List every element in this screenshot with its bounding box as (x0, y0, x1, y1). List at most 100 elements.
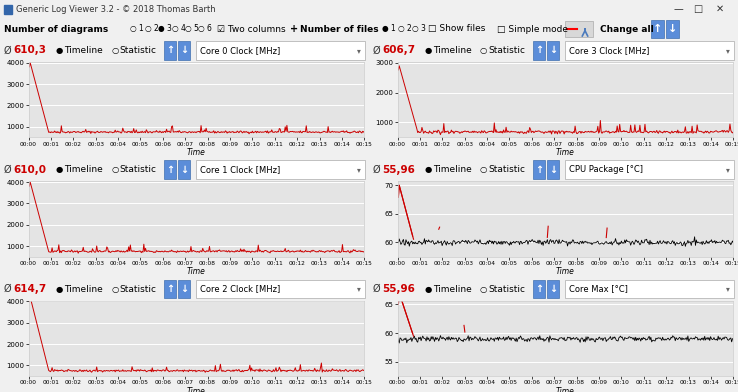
Text: ↓: ↓ (180, 165, 188, 175)
Text: ▾: ▾ (726, 285, 730, 294)
Text: ○: ○ (111, 285, 118, 294)
Text: Statistic: Statistic (119, 46, 156, 55)
Text: Number of files: Number of files (300, 25, 379, 33)
Text: ○ 2: ○ 2 (398, 25, 412, 33)
Text: ○: ○ (480, 46, 487, 55)
Bar (666, 20, 679, 38)
Text: ○: ○ (111, 165, 118, 174)
Text: ↓: ↓ (549, 284, 557, 294)
Text: ●: ● (425, 46, 432, 55)
Bar (178, 160, 190, 179)
Bar (196, 160, 365, 179)
Bar (565, 280, 734, 298)
Text: ↓: ↓ (180, 284, 188, 294)
Text: Statistic: Statistic (488, 285, 525, 294)
Text: Generic Log Viewer 3.2 - © 2018 Thomas Barth: Generic Log Viewer 3.2 - © 2018 Thomas B… (16, 4, 215, 13)
Text: ○ 2: ○ 2 (145, 25, 159, 33)
Bar (533, 160, 545, 179)
Text: Number of diagrams: Number of diagrams (4, 25, 108, 33)
Text: ↑: ↑ (166, 45, 174, 55)
Bar (565, 160, 734, 179)
Text: ○ 3: ○ 3 (412, 25, 426, 33)
Bar (164, 160, 176, 179)
Text: ↑: ↑ (535, 165, 543, 175)
Text: Statistic: Statistic (488, 165, 525, 174)
Text: ↓: ↓ (180, 45, 188, 55)
Text: ●: ● (56, 46, 63, 55)
Text: Ø: Ø (4, 165, 12, 175)
Bar (196, 280, 365, 298)
Text: +: + (290, 24, 298, 34)
Bar (533, 41, 545, 60)
Text: 606,7: 606,7 (382, 45, 415, 55)
Text: ↑: ↑ (166, 284, 174, 294)
Text: ●: ● (56, 165, 63, 174)
Text: ○ 5: ○ 5 (185, 25, 199, 33)
Text: ● 3: ● 3 (158, 25, 172, 33)
Bar (196, 41, 365, 60)
Text: ✕: ✕ (716, 4, 724, 14)
Text: ○: ○ (480, 285, 487, 294)
Text: Timeline: Timeline (433, 285, 472, 294)
Text: ○: ○ (480, 165, 487, 174)
Text: ○ 4: ○ 4 (172, 25, 186, 33)
Text: Timeline: Timeline (433, 46, 472, 55)
Text: Timeline: Timeline (433, 165, 472, 174)
Text: 55,96: 55,96 (382, 165, 415, 175)
Text: Timeline: Timeline (64, 285, 103, 294)
Text: ↑: ↑ (166, 165, 174, 175)
Text: Ø: Ø (373, 284, 381, 294)
Text: Core Max [°C]: Core Max [°C] (569, 285, 628, 294)
Text: Statistic: Statistic (119, 165, 156, 174)
Text: ↓: ↓ (549, 165, 557, 175)
Bar (547, 160, 559, 179)
Text: ↑: ↑ (535, 284, 543, 294)
Text: ▾: ▾ (357, 165, 361, 174)
Text: ▾: ▾ (357, 285, 361, 294)
Text: Timeline: Timeline (64, 46, 103, 55)
Text: □ Simple mode: □ Simple mode (497, 25, 568, 33)
Text: ▾: ▾ (726, 165, 730, 174)
Bar (164, 41, 176, 60)
X-axis label: Time: Time (556, 387, 575, 392)
Bar (565, 41, 734, 60)
Text: □: □ (694, 4, 703, 14)
Text: Ø: Ø (4, 45, 12, 55)
Text: 614,7: 614,7 (13, 284, 46, 294)
Bar (178, 280, 190, 298)
Text: ○ 1: ○ 1 (130, 25, 144, 33)
Text: Ø: Ø (373, 45, 381, 55)
Text: ▾: ▾ (726, 46, 730, 55)
Text: ○ 6: ○ 6 (198, 25, 212, 33)
Text: ↑: ↑ (535, 45, 543, 55)
Text: ↓: ↓ (549, 45, 557, 55)
X-axis label: Time: Time (187, 387, 206, 392)
Text: Timeline: Timeline (64, 165, 103, 174)
Bar (164, 280, 176, 298)
Text: Statistic: Statistic (119, 285, 156, 294)
Bar (547, 280, 559, 298)
Bar (4, 5, 12, 14)
Text: Statistic: Statistic (488, 46, 525, 55)
Text: Ø: Ø (4, 284, 12, 294)
Bar (651, 20, 664, 38)
Text: Core 1 Clock [MHz]: Core 1 Clock [MHz] (200, 165, 280, 174)
Text: ▾: ▾ (357, 46, 361, 55)
Text: ↑: ↑ (653, 24, 662, 34)
Text: —: — (673, 4, 683, 14)
X-axis label: Time: Time (187, 267, 206, 276)
X-axis label: Time: Time (556, 148, 575, 157)
Text: Change all: Change all (600, 25, 654, 33)
Text: □ Show files: □ Show files (428, 25, 486, 33)
Text: Core 3 Clock [MHz]: Core 3 Clock [MHz] (569, 46, 649, 55)
Bar (533, 280, 545, 298)
Text: ○: ○ (111, 46, 118, 55)
Text: ☑ Two columns: ☑ Two columns (217, 25, 286, 33)
Text: ●: ● (56, 285, 63, 294)
Text: 610,3: 610,3 (13, 45, 46, 55)
Bar (565, 21, 593, 37)
Text: ● 1: ● 1 (382, 25, 396, 33)
Text: 55,96: 55,96 (382, 284, 415, 294)
Text: Ø: Ø (373, 165, 381, 175)
Text: Core 2 Clock [MHz]: Core 2 Clock [MHz] (200, 285, 280, 294)
